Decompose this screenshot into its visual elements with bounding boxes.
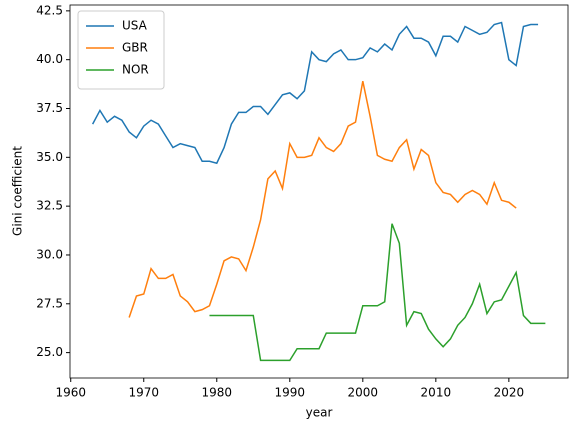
x-tick-label: 1970 (128, 386, 159, 400)
legend-label: NOR (122, 63, 149, 77)
line (128, 81, 517, 318)
y-tick-label: 35.0 (36, 150, 63, 164)
x-tick-label: 2000 (348, 386, 379, 400)
legend-label: USA (122, 19, 148, 33)
y-tick-label: 30.0 (36, 247, 63, 261)
legend-box (77, 10, 165, 90)
x-tick-label: 1960 (55, 386, 86, 400)
y-tick-label: 37.5 (36, 101, 63, 115)
line (209, 223, 546, 362)
x-axis-label: year (306, 406, 333, 420)
x-tick-label: 1990 (275, 386, 306, 400)
x-tick-label: 1980 (201, 386, 232, 400)
y-axis-label: Gini coefficient (11, 146, 25, 236)
x-tick-label: 2020 (494, 386, 525, 400)
y-tick-label: 32.5 (36, 199, 63, 213)
x-tick-label: 2010 (421, 386, 452, 400)
legend-label: GBR (122, 41, 148, 55)
plot-frame (69, 4, 569, 379)
y-tick-label: 27.5 (36, 296, 63, 310)
line (91, 21, 539, 165)
y-tick-label: 40.0 (36, 52, 63, 66)
y-tick-label: 25.0 (36, 345, 63, 359)
y-tick-label: 42.5 (36, 3, 63, 17)
